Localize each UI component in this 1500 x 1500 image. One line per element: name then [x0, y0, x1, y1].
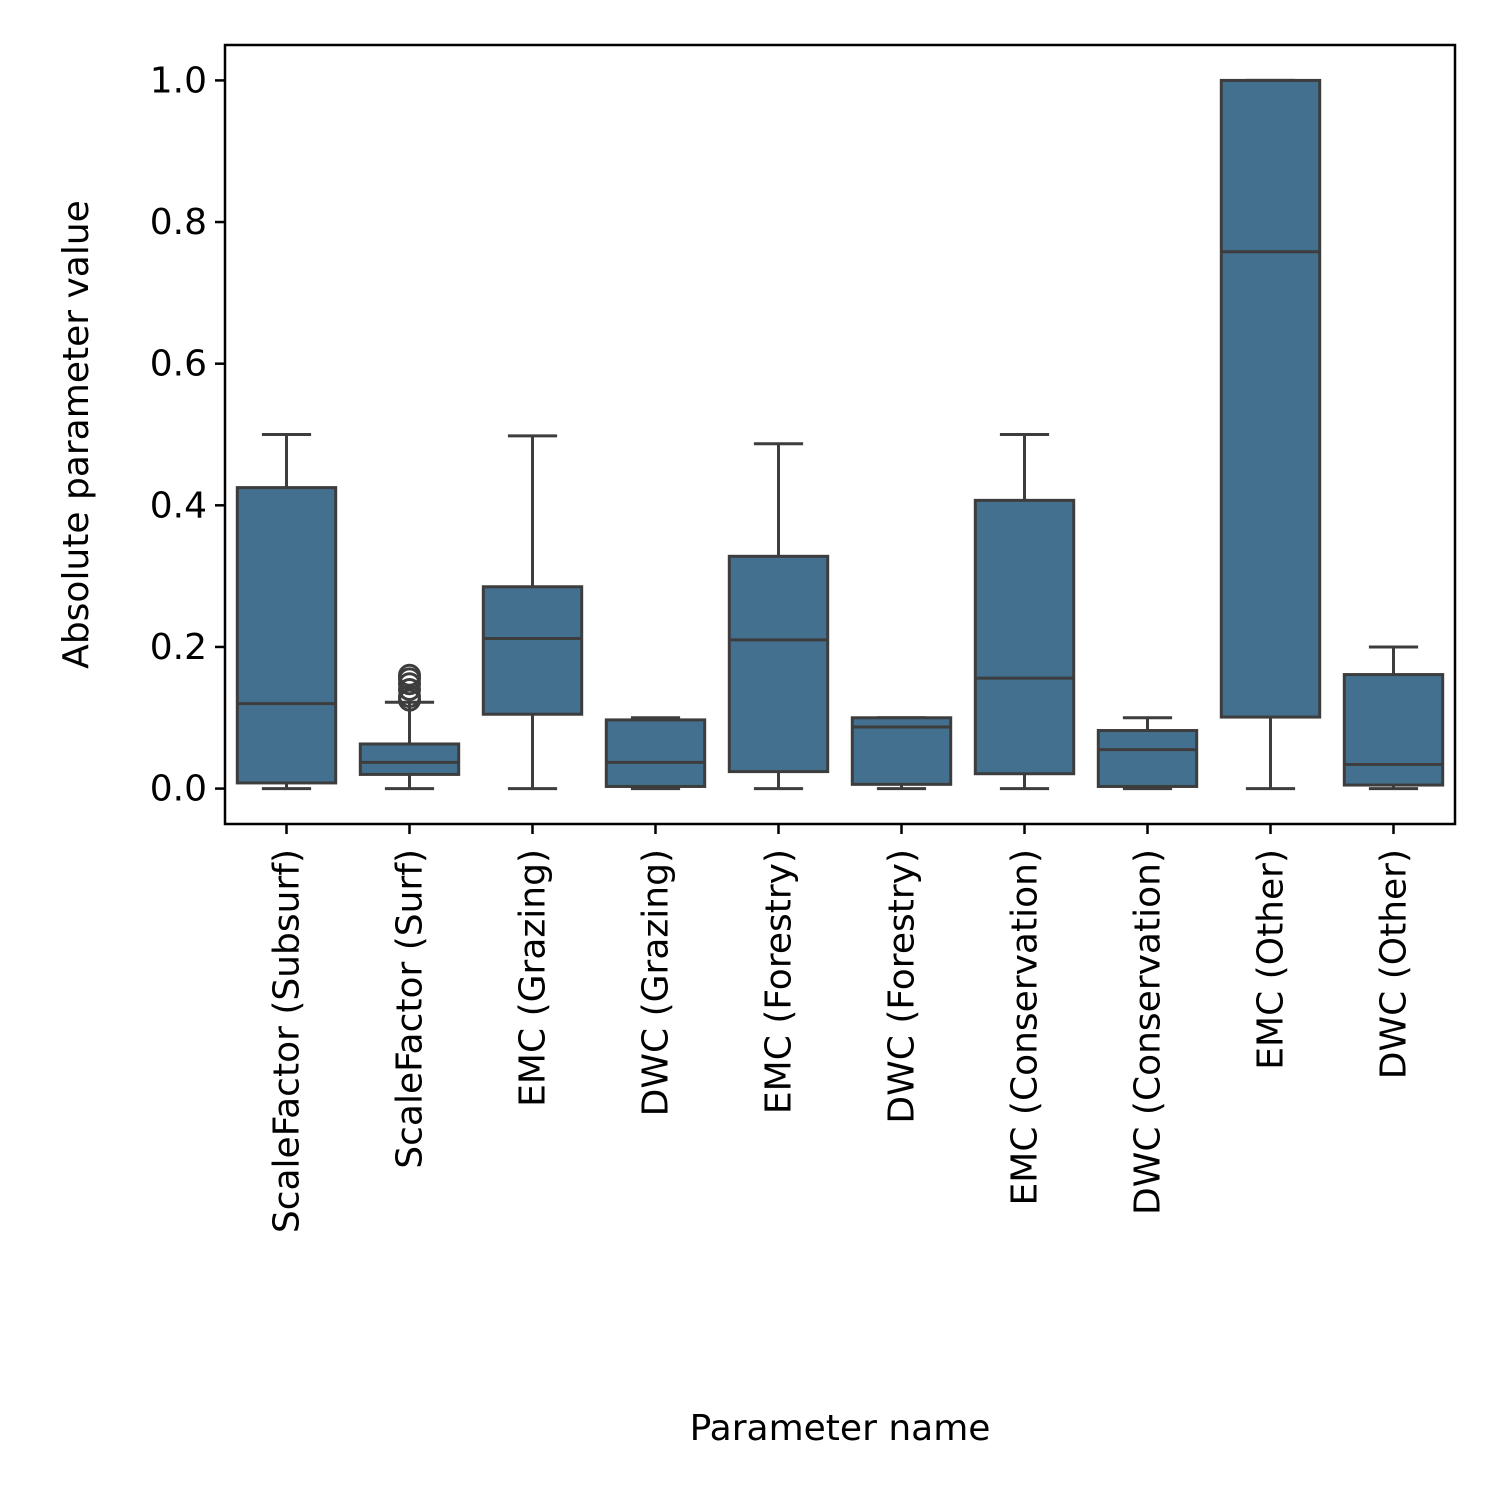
y-tick-label: 1.0 — [150, 60, 207, 101]
y-tick-label: 0.8 — [150, 202, 207, 243]
box-group — [235, 433, 338, 791]
x-tick-label: EMC (Forestry) — [759, 849, 800, 1114]
x-tick-label: DWC (Grazing) — [636, 849, 677, 1116]
x-tick-label: DWC (Conservation) — [1128, 849, 1169, 1215]
x-tick-label: ScaleFactor (Surf) — [390, 849, 431, 1169]
box-group — [727, 442, 830, 791]
box — [850, 716, 953, 786]
x-tick-label: EMC (Other) — [1251, 849, 1292, 1070]
x-tick-label: EMC (Grazing) — [513, 849, 554, 1107]
y-tick-label: 0.6 — [150, 344, 207, 385]
x-tick-label: EMC (Conservation) — [1005, 849, 1046, 1205]
box-group — [973, 433, 1076, 791]
box — [973, 498, 1076, 776]
x-tick-label: DWC (Other) — [1374, 849, 1415, 1079]
box-group — [1219, 78, 1322, 791]
outlier-point — [398, 663, 421, 687]
box — [604, 718, 707, 788]
box — [1096, 729, 1199, 788]
x-tick-label: ScaleFactor (Subsurf) — [267, 849, 308, 1233]
box-group — [1342, 645, 1445, 791]
y-axis-label: Absolute parameter value — [56, 200, 97, 669]
box-group — [481, 434, 584, 791]
plot-area — [235, 78, 1445, 791]
x-axis-label: Parameter name — [690, 1408, 991, 1449]
x-tick-label: DWC (Forestry) — [882, 849, 923, 1124]
box-group — [604, 716, 707, 791]
box-group — [358, 663, 461, 791]
y-axis: 0.0 0.2 0.4 0.6 0.8 1.0 — [150, 60, 225, 810]
y-tick-label: 0.0 — [150, 769, 207, 810]
y-tick-label: 0.2 — [150, 627, 207, 668]
x-axis: ScaleFactor (Subsurf) ScaleFactor (Surf) E… — [267, 824, 1415, 1233]
box-group — [850, 716, 953, 791]
plot-frame — [223, 43, 1457, 826]
box — [481, 585, 584, 716]
box — [1342, 673, 1445, 787]
box — [235, 486, 338, 785]
box-group — [1096, 716, 1199, 791]
box — [358, 742, 461, 776]
box — [1219, 78, 1322, 719]
y-tick-label: 0.4 — [150, 485, 207, 526]
box — [727, 554, 830, 774]
